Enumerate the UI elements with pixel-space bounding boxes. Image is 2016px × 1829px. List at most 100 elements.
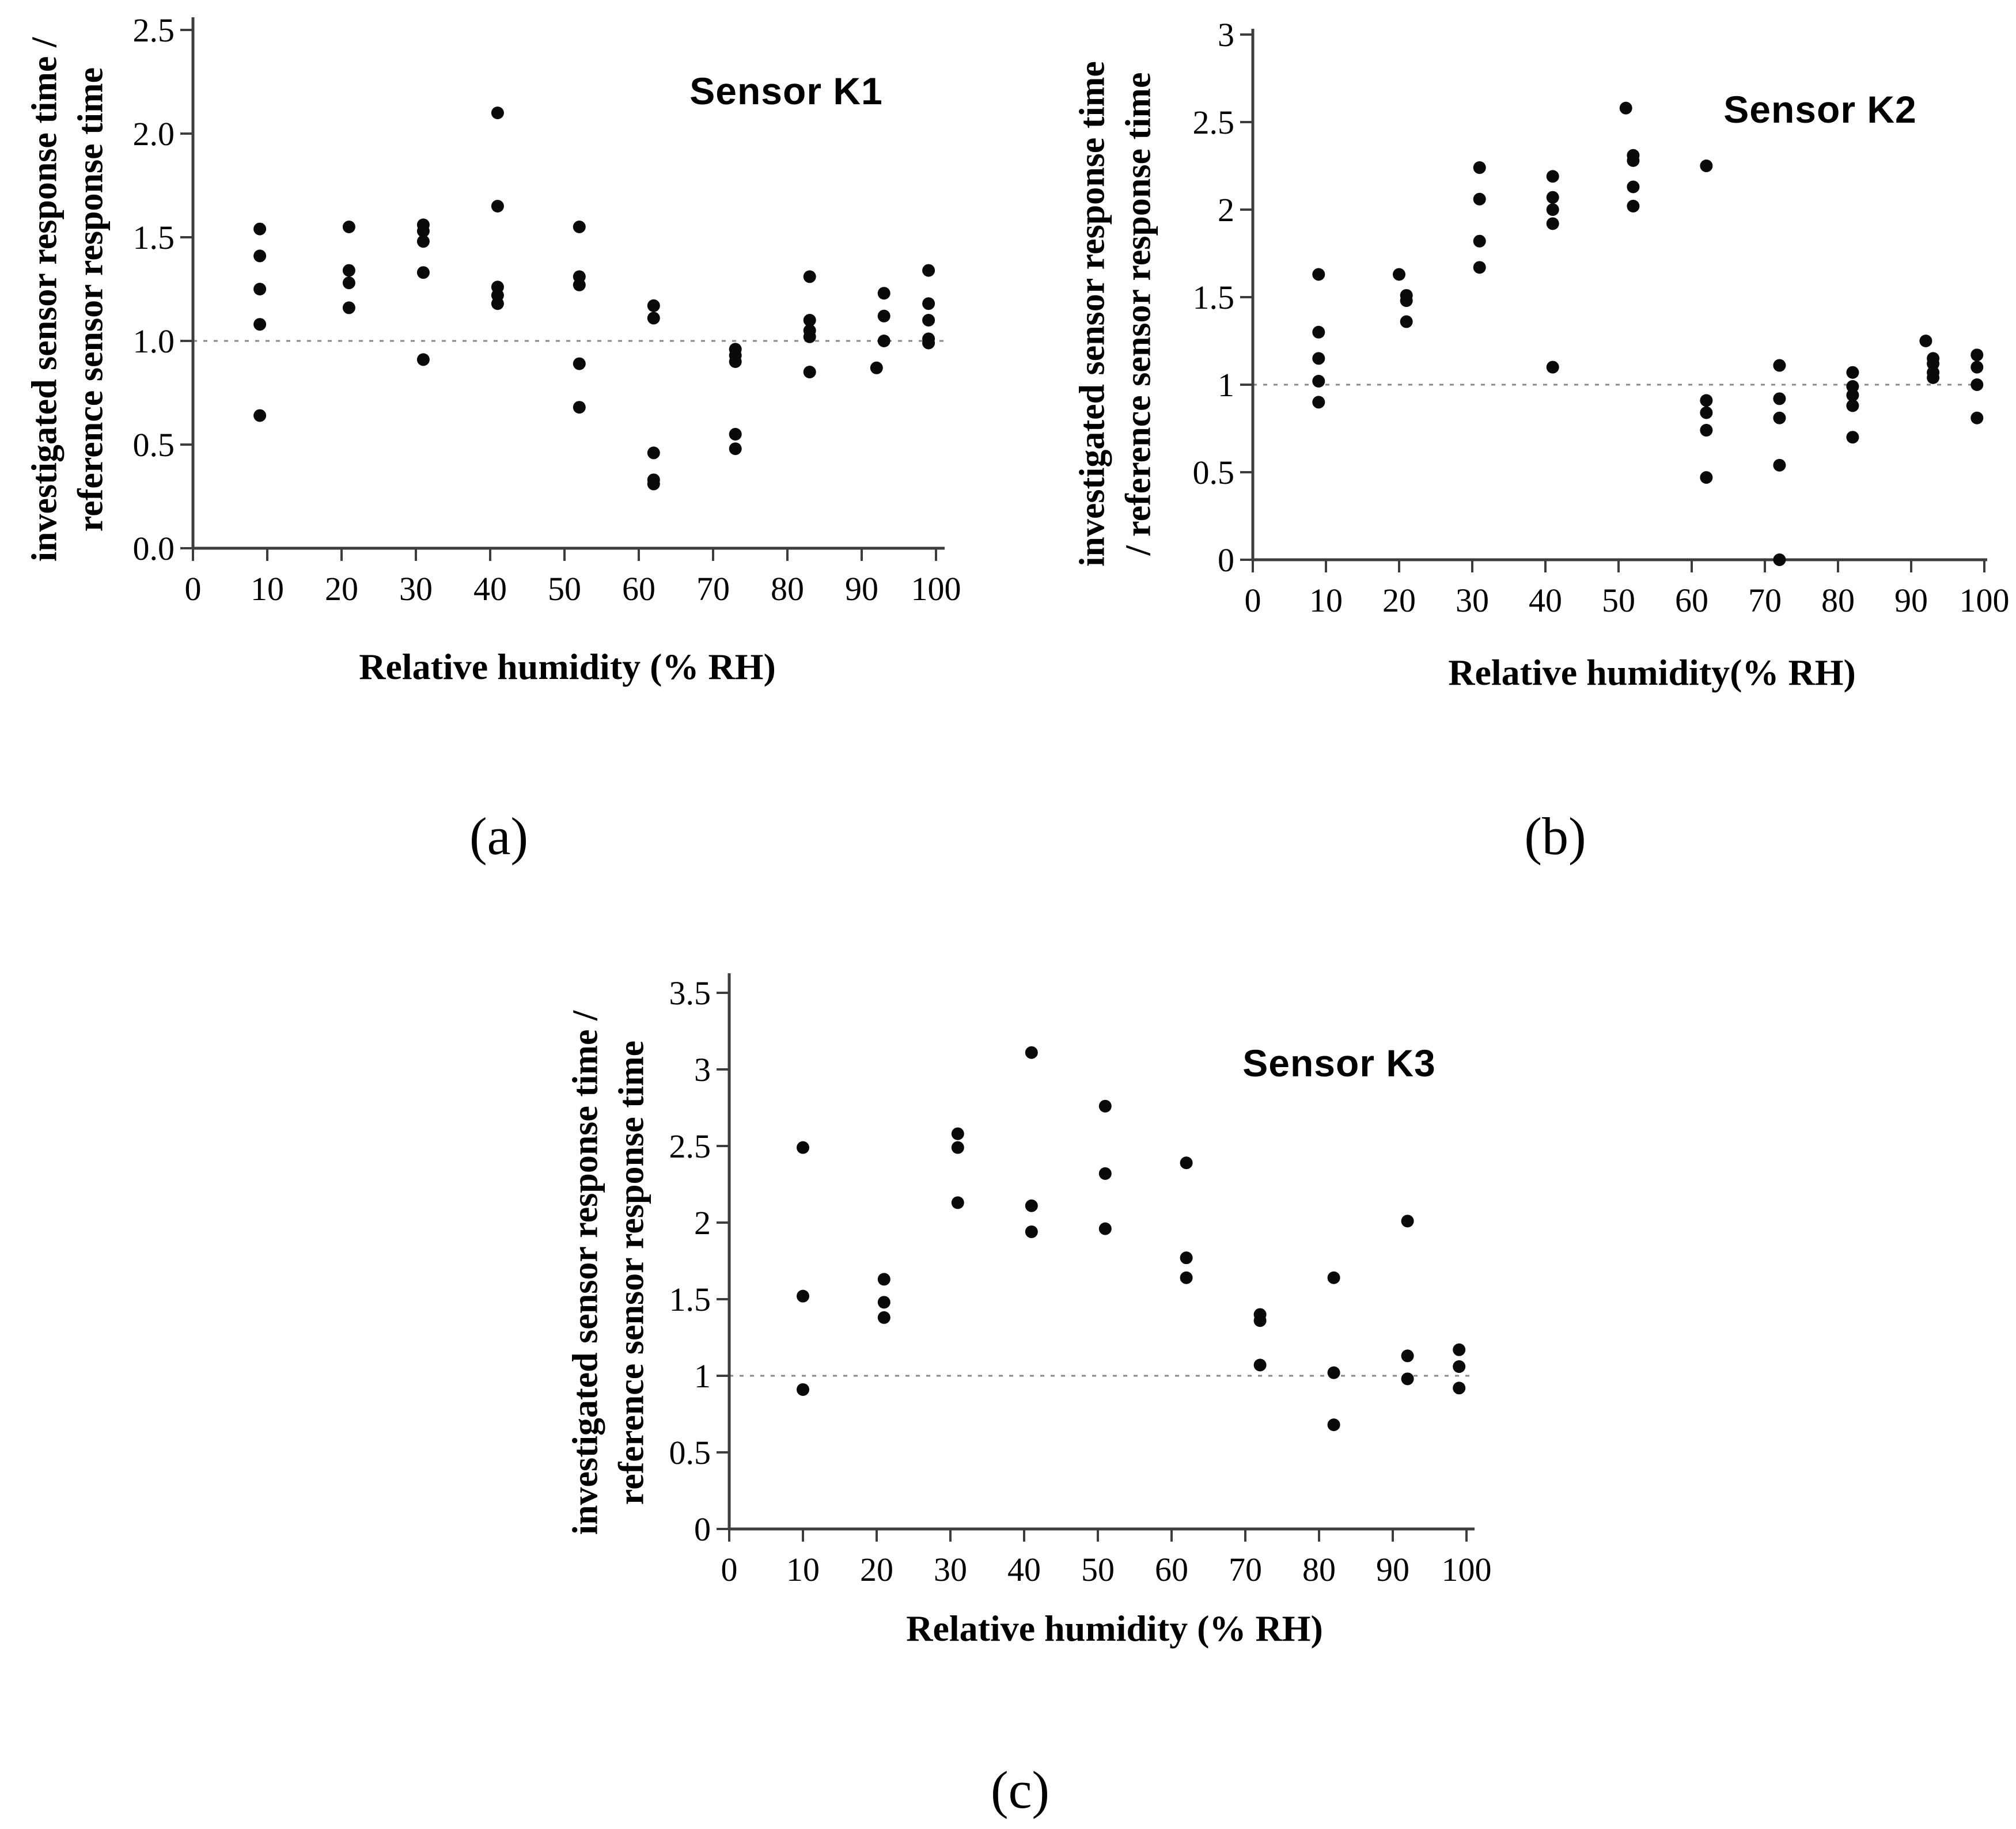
data-point xyxy=(951,1127,964,1140)
x-tick-label: 70 xyxy=(1748,582,1782,619)
x-tick-label: 0 xyxy=(1245,582,1261,619)
y-tick-label: 3 xyxy=(1218,16,1234,54)
x-tick-label: 50 xyxy=(1081,1551,1115,1588)
data-point xyxy=(647,299,660,312)
data-point xyxy=(1327,1366,1340,1379)
data-point xyxy=(1846,399,1859,412)
y-tick-label: 1.0 xyxy=(133,322,175,360)
data-point xyxy=(1546,170,1559,183)
y-tick-label: 3.5 xyxy=(669,974,711,1012)
panel-label-b: (b) xyxy=(1524,807,1586,866)
data-point xyxy=(416,235,430,248)
data-point xyxy=(573,401,586,414)
x-tick-label: 30 xyxy=(934,1551,967,1588)
data-point xyxy=(1180,1271,1193,1284)
x-tick-label: 80 xyxy=(771,570,804,608)
data-point xyxy=(1453,1343,1466,1356)
data-point xyxy=(1025,1046,1038,1059)
data-point xyxy=(253,283,267,295)
chart-title-sensor-k2: Sensor K2 xyxy=(1723,88,1917,131)
x-tick-label: 10 xyxy=(1309,582,1343,619)
data-point xyxy=(1098,1167,1112,1180)
data-point xyxy=(1401,1372,1414,1386)
x-tick-label: 20 xyxy=(325,570,358,608)
data-point xyxy=(1919,335,1932,347)
y-tick-label: 2.5 xyxy=(133,12,175,49)
data-points xyxy=(253,107,935,491)
x-tick-label: 80 xyxy=(1302,1551,1336,1588)
chart-panel-sensor-k1: 0 10 20 30 40 50 60 70 80 90 100 0.0 0.5 1.0 1.5 2.0 2.5… xyxy=(0,0,1008,898)
data-point xyxy=(1970,348,1984,362)
x-tick-label: 0 xyxy=(721,1551,738,1588)
data-point xyxy=(416,225,430,238)
x-axis-ticks: 0 10 20 30 40 50 60 70 80 90 100 xyxy=(721,1529,1492,1588)
x-axis-title-k2: Relative humidity(% RH) xyxy=(1448,652,1856,693)
data-point xyxy=(342,276,355,290)
x-tick-label: 60 xyxy=(1155,1551,1188,1588)
data-point xyxy=(253,249,267,263)
data-point xyxy=(416,266,430,279)
data-point xyxy=(1312,268,1325,281)
y-tick-label: 0 xyxy=(694,1511,711,1548)
data-point xyxy=(922,336,935,350)
chart-title-sensor-k3: Sensor K3 xyxy=(1242,1042,1436,1084)
y-axis-title-line2-k1: reference sensor response time xyxy=(71,67,111,532)
data-point xyxy=(253,222,267,236)
y-tick-label: 0.5 xyxy=(1193,454,1235,491)
data-point xyxy=(1025,1199,1038,1212)
data-point xyxy=(797,1289,809,1303)
data-point xyxy=(1393,268,1405,281)
data-point xyxy=(491,200,504,213)
x-tick-label: 0 xyxy=(185,570,202,608)
data-point xyxy=(1627,154,1640,167)
x-tick-label: 10 xyxy=(251,570,284,608)
data-point xyxy=(803,314,816,327)
data-point xyxy=(1401,1349,1414,1363)
panel-label-a: (a) xyxy=(469,807,529,866)
x-tick-label: 50 xyxy=(548,570,581,608)
data-point xyxy=(922,314,935,327)
data-point xyxy=(877,1296,890,1309)
data-point xyxy=(1773,411,1786,424)
data-point xyxy=(647,312,660,325)
data-point xyxy=(1970,361,1984,374)
x-axis-ticks: 0 10 20 30 40 50 60 70 80 90 100 xyxy=(185,548,961,608)
panel-label-c: (c) xyxy=(990,1760,1050,1819)
data-point xyxy=(1773,458,1786,472)
x-tick-label: 20 xyxy=(1382,582,1416,619)
y-axis-ticks: 0 0.5 1 1.5 2 2.5 3 xyxy=(1193,16,1253,579)
y-tick-label: 0 xyxy=(1218,541,1234,579)
scatter-plot-sensor-k3: 0 10 20 30 40 50 60 70 80 90 100 0 0.5 1 1.5 2 2.5 3 3.5 xyxy=(669,973,1492,1588)
x-axis-title-k1: Relative humidity (% RH) xyxy=(359,646,776,687)
data-point xyxy=(1473,261,1486,274)
data-point xyxy=(877,309,890,322)
data-point xyxy=(1700,406,1713,419)
y-axis-title-line1-k2: investigated sensor response time xyxy=(1073,61,1112,567)
x-tick-label: 30 xyxy=(399,570,433,608)
x-axis-title-k3: Relative humidity (% RH) xyxy=(906,1608,1323,1649)
x-tick-label: 60 xyxy=(1675,582,1708,619)
data-point xyxy=(1473,234,1486,248)
data-point xyxy=(1700,394,1713,407)
data-point xyxy=(1846,389,1859,402)
y-tick-label: 2.0 xyxy=(133,115,175,153)
y-tick-label: 2 xyxy=(694,1204,711,1242)
x-tick-label: 20 xyxy=(860,1551,893,1588)
data-point xyxy=(342,221,355,233)
y-axis-ticks: 0.0 0.5 1.0 1.5 2.0 2.5 xyxy=(133,12,193,567)
data-point xyxy=(573,357,586,370)
data-point xyxy=(1400,315,1413,328)
y-axis-ticks: 0 0.5 1 1.5 2 2.5 3 3.5 xyxy=(669,974,729,1548)
x-tick-label: 40 xyxy=(1529,582,1562,619)
data-point xyxy=(870,361,883,374)
y-axis-title-line1-k1: investigated sensor response time / xyxy=(25,37,65,562)
data-point xyxy=(1312,325,1325,339)
x-axis-ticks: 0 10 20 30 40 50 60 70 80 90 100 xyxy=(1245,560,2010,619)
data-point xyxy=(1327,1271,1340,1284)
data-point xyxy=(922,297,935,310)
data-point xyxy=(1773,553,1786,566)
data-point xyxy=(803,330,816,343)
x-tick-label: 40 xyxy=(1007,1551,1041,1588)
data-point xyxy=(1700,471,1713,484)
chart-title-sensor-k1: Sensor K1 xyxy=(689,70,883,112)
